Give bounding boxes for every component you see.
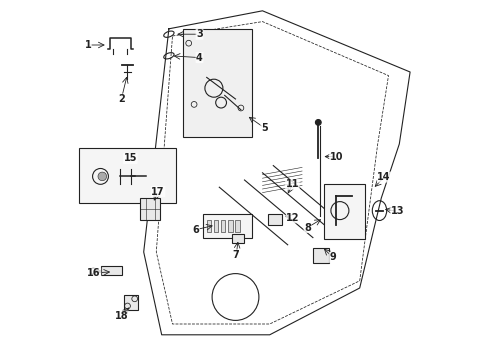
Text: 14: 14 bbox=[377, 172, 390, 182]
Text: 13: 13 bbox=[390, 206, 404, 216]
FancyBboxPatch shape bbox=[79, 148, 176, 203]
Bar bbox=[267, 214, 282, 225]
Bar bbox=[231, 234, 244, 243]
Bar bbox=[312, 248, 328, 263]
FancyBboxPatch shape bbox=[203, 214, 251, 238]
Bar bbox=[140, 198, 160, 220]
Text: 10: 10 bbox=[329, 152, 343, 162]
Circle shape bbox=[315, 120, 321, 125]
Bar bbox=[213, 220, 218, 232]
Bar bbox=[206, 220, 211, 232]
Text: 12: 12 bbox=[286, 213, 299, 223]
Bar bbox=[221, 220, 225, 232]
Text: 4: 4 bbox=[196, 53, 203, 63]
Bar bbox=[235, 220, 239, 232]
Text: 16: 16 bbox=[87, 268, 101, 278]
Bar bbox=[228, 220, 232, 232]
FancyBboxPatch shape bbox=[183, 29, 251, 137]
Bar bbox=[101, 266, 122, 275]
Text: 15: 15 bbox=[123, 153, 137, 163]
Text: 7: 7 bbox=[232, 250, 239, 260]
Text: 18: 18 bbox=[114, 311, 128, 321]
Text: 17: 17 bbox=[151, 186, 164, 197]
Bar bbox=[123, 295, 138, 310]
Text: 9: 9 bbox=[328, 252, 335, 262]
Text: 5: 5 bbox=[261, 123, 267, 133]
Text: 1: 1 bbox=[84, 40, 91, 50]
Text: 3: 3 bbox=[196, 29, 203, 39]
FancyBboxPatch shape bbox=[323, 184, 365, 239]
Text: 6: 6 bbox=[192, 225, 199, 235]
Text: 2: 2 bbox=[118, 94, 124, 104]
Circle shape bbox=[98, 172, 106, 181]
Text: 11: 11 bbox=[285, 179, 299, 189]
Text: 8: 8 bbox=[304, 222, 310, 233]
